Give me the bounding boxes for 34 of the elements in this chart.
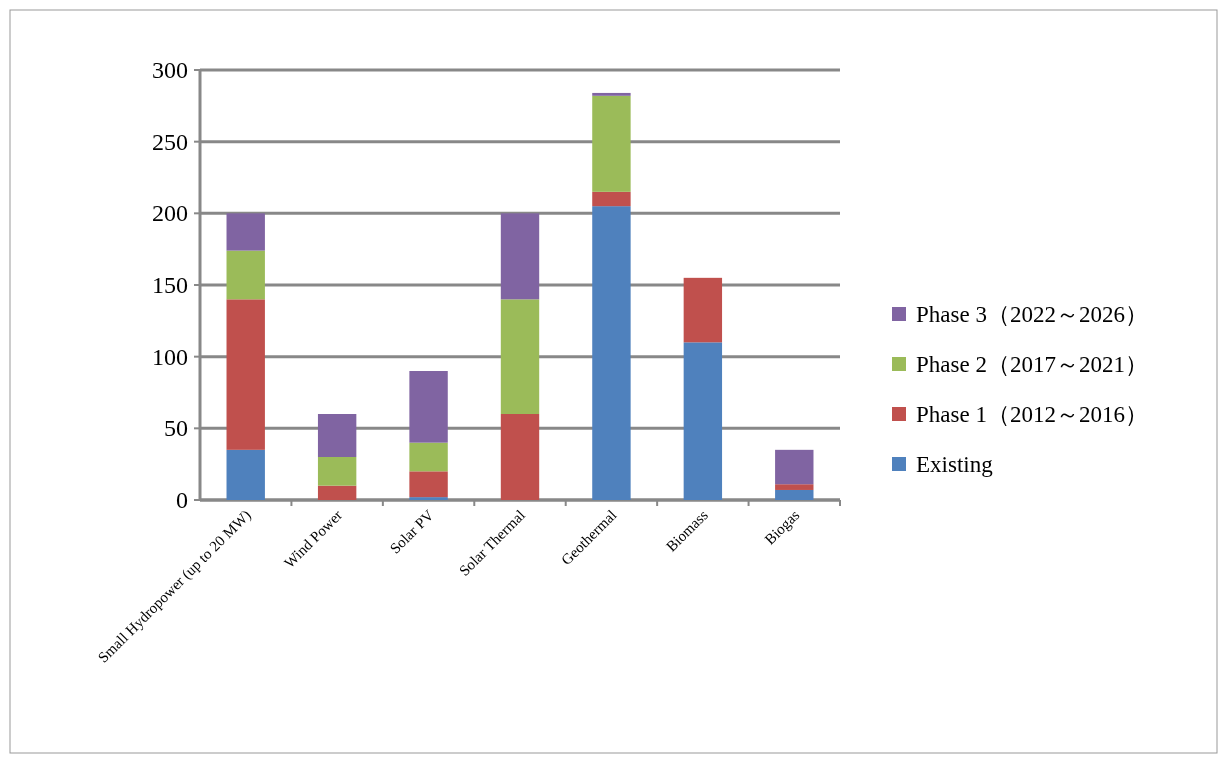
- y-tick-label: 200: [152, 200, 188, 227]
- bar: [683, 277, 723, 343]
- bar: [775, 489, 814, 500]
- bar: [226, 213, 265, 251]
- y-tick-label: 300: [152, 57, 188, 83]
- bar: [500, 213, 540, 300]
- bar: [409, 442, 448, 472]
- bar: [775, 449, 814, 485]
- y-tick-label: 50: [164, 415, 188, 442]
- bar: [226, 299, 265, 450]
- bar: [226, 449, 265, 500]
- bar: [409, 471, 448, 498]
- bar: [226, 250, 265, 300]
- bar: [500, 299, 540, 414]
- bar: [592, 92, 631, 96]
- bar: [775, 484, 814, 490]
- legend-label: Phase 2（2017～2021）: [916, 352, 1148, 377]
- legend-label: Phase 1（2012～2016）: [916, 402, 1148, 427]
- bar: [683, 342, 723, 500]
- bar: [592, 95, 631, 192]
- bar: [409, 371, 448, 443]
- bar: [592, 206, 631, 500]
- legend-label: Existing: [916, 452, 994, 477]
- bar: [592, 191, 631, 207]
- bar: [409, 497, 448, 500]
- bar: [317, 457, 357, 486]
- y-tick-label: 150: [152, 272, 188, 298]
- legend-label: Phase 3（2022～2026）: [916, 302, 1148, 327]
- y-tick-label: 100: [152, 343, 188, 370]
- y-tick-label: 0: [176, 487, 188, 513]
- bar: [317, 485, 357, 500]
- bar: [317, 414, 357, 457]
- bar: [500, 414, 540, 500]
- y-tick-label: 250: [152, 128, 188, 155]
